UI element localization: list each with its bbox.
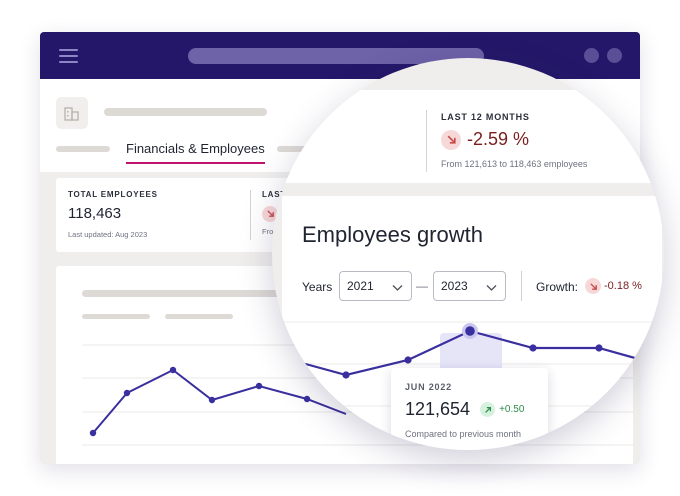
- chart-tooltip: JUN 2022 121,654 +0.50 Compared to previ…: [391, 368, 548, 450]
- stat-updated: Last updated: Aug 2023: [68, 230, 148, 239]
- growth-title: Employees growth: [302, 222, 483, 247]
- lens-header-strip: [272, 90, 664, 183]
- total-employees-stat: TOTAL EMPLOYEES 118,463 Last updated: Au…: [68, 190, 238, 239]
- building-icon: [56, 97, 88, 129]
- arrow-down-right-icon: [585, 278, 601, 294]
- stat-label: LAST 12 MONTHS: [441, 112, 530, 122]
- tooltip-caption: Compared to previous month: [405, 429, 522, 439]
- stat-label: TOTAL EMPLOYEES: [68, 190, 158, 199]
- stat-description: From 121,613 to 118,463 employees: [441, 159, 588, 169]
- year-from-value: 2021: [347, 279, 374, 293]
- year-from-select[interactable]: 2021: [339, 271, 412, 301]
- tooltip-change: +0.50: [499, 404, 525, 415]
- chevron-down-icon: [486, 281, 497, 295]
- chevron-down-icon: [392, 281, 403, 295]
- divider: [250, 190, 251, 240]
- tab-financials-employees[interactable]: Financials & Employees: [126, 141, 265, 164]
- arrow-down-right-icon: [441, 129, 461, 150]
- stat-change-value: -2.59 %: [467, 129, 530, 149]
- hamburger-icon[interactable]: [59, 49, 78, 63]
- year-to-select[interactable]: 2023: [433, 271, 506, 301]
- range-dash: —: [416, 279, 428, 293]
- stat-value: 118,463: [68, 205, 122, 222]
- filter-placeholder: [82, 314, 150, 319]
- filter-placeholder: [165, 314, 233, 319]
- last-12-months-stat: LAST 12 MONTHS -2.59 % From 121,613 to 1…: [441, 112, 587, 169]
- arrow-up-right-icon: [480, 402, 496, 417]
- window-control[interactable]: [584, 48, 599, 63]
- tab-placeholder[interactable]: [56, 146, 110, 152]
- divider: [521, 271, 522, 301]
- magnifier-lens: LAST 12 MONTHS -2.59 % From 121,613 to 1…: [272, 58, 664, 450]
- tooltip-value: 121,654: [405, 399, 471, 419]
- divider: [426, 110, 427, 172]
- year-to-value: 2023: [441, 279, 468, 293]
- years-label: Years: [302, 280, 333, 294]
- growth-value: -0.18 %: [604, 280, 642, 292]
- active-point[interactable]: [465, 326, 475, 336]
- stat-sub: From: [262, 227, 280, 236]
- chart-title-placeholder: [82, 290, 292, 297]
- company-name-placeholder: [104, 108, 267, 116]
- growth-label: Growth:: [536, 280, 579, 294]
- search-bar[interactable]: [188, 48, 484, 64]
- window-control[interactable]: [607, 48, 622, 63]
- tooltip-date: JUN 2022: [405, 382, 452, 392]
- arrow-down-right-icon: [262, 205, 278, 222]
